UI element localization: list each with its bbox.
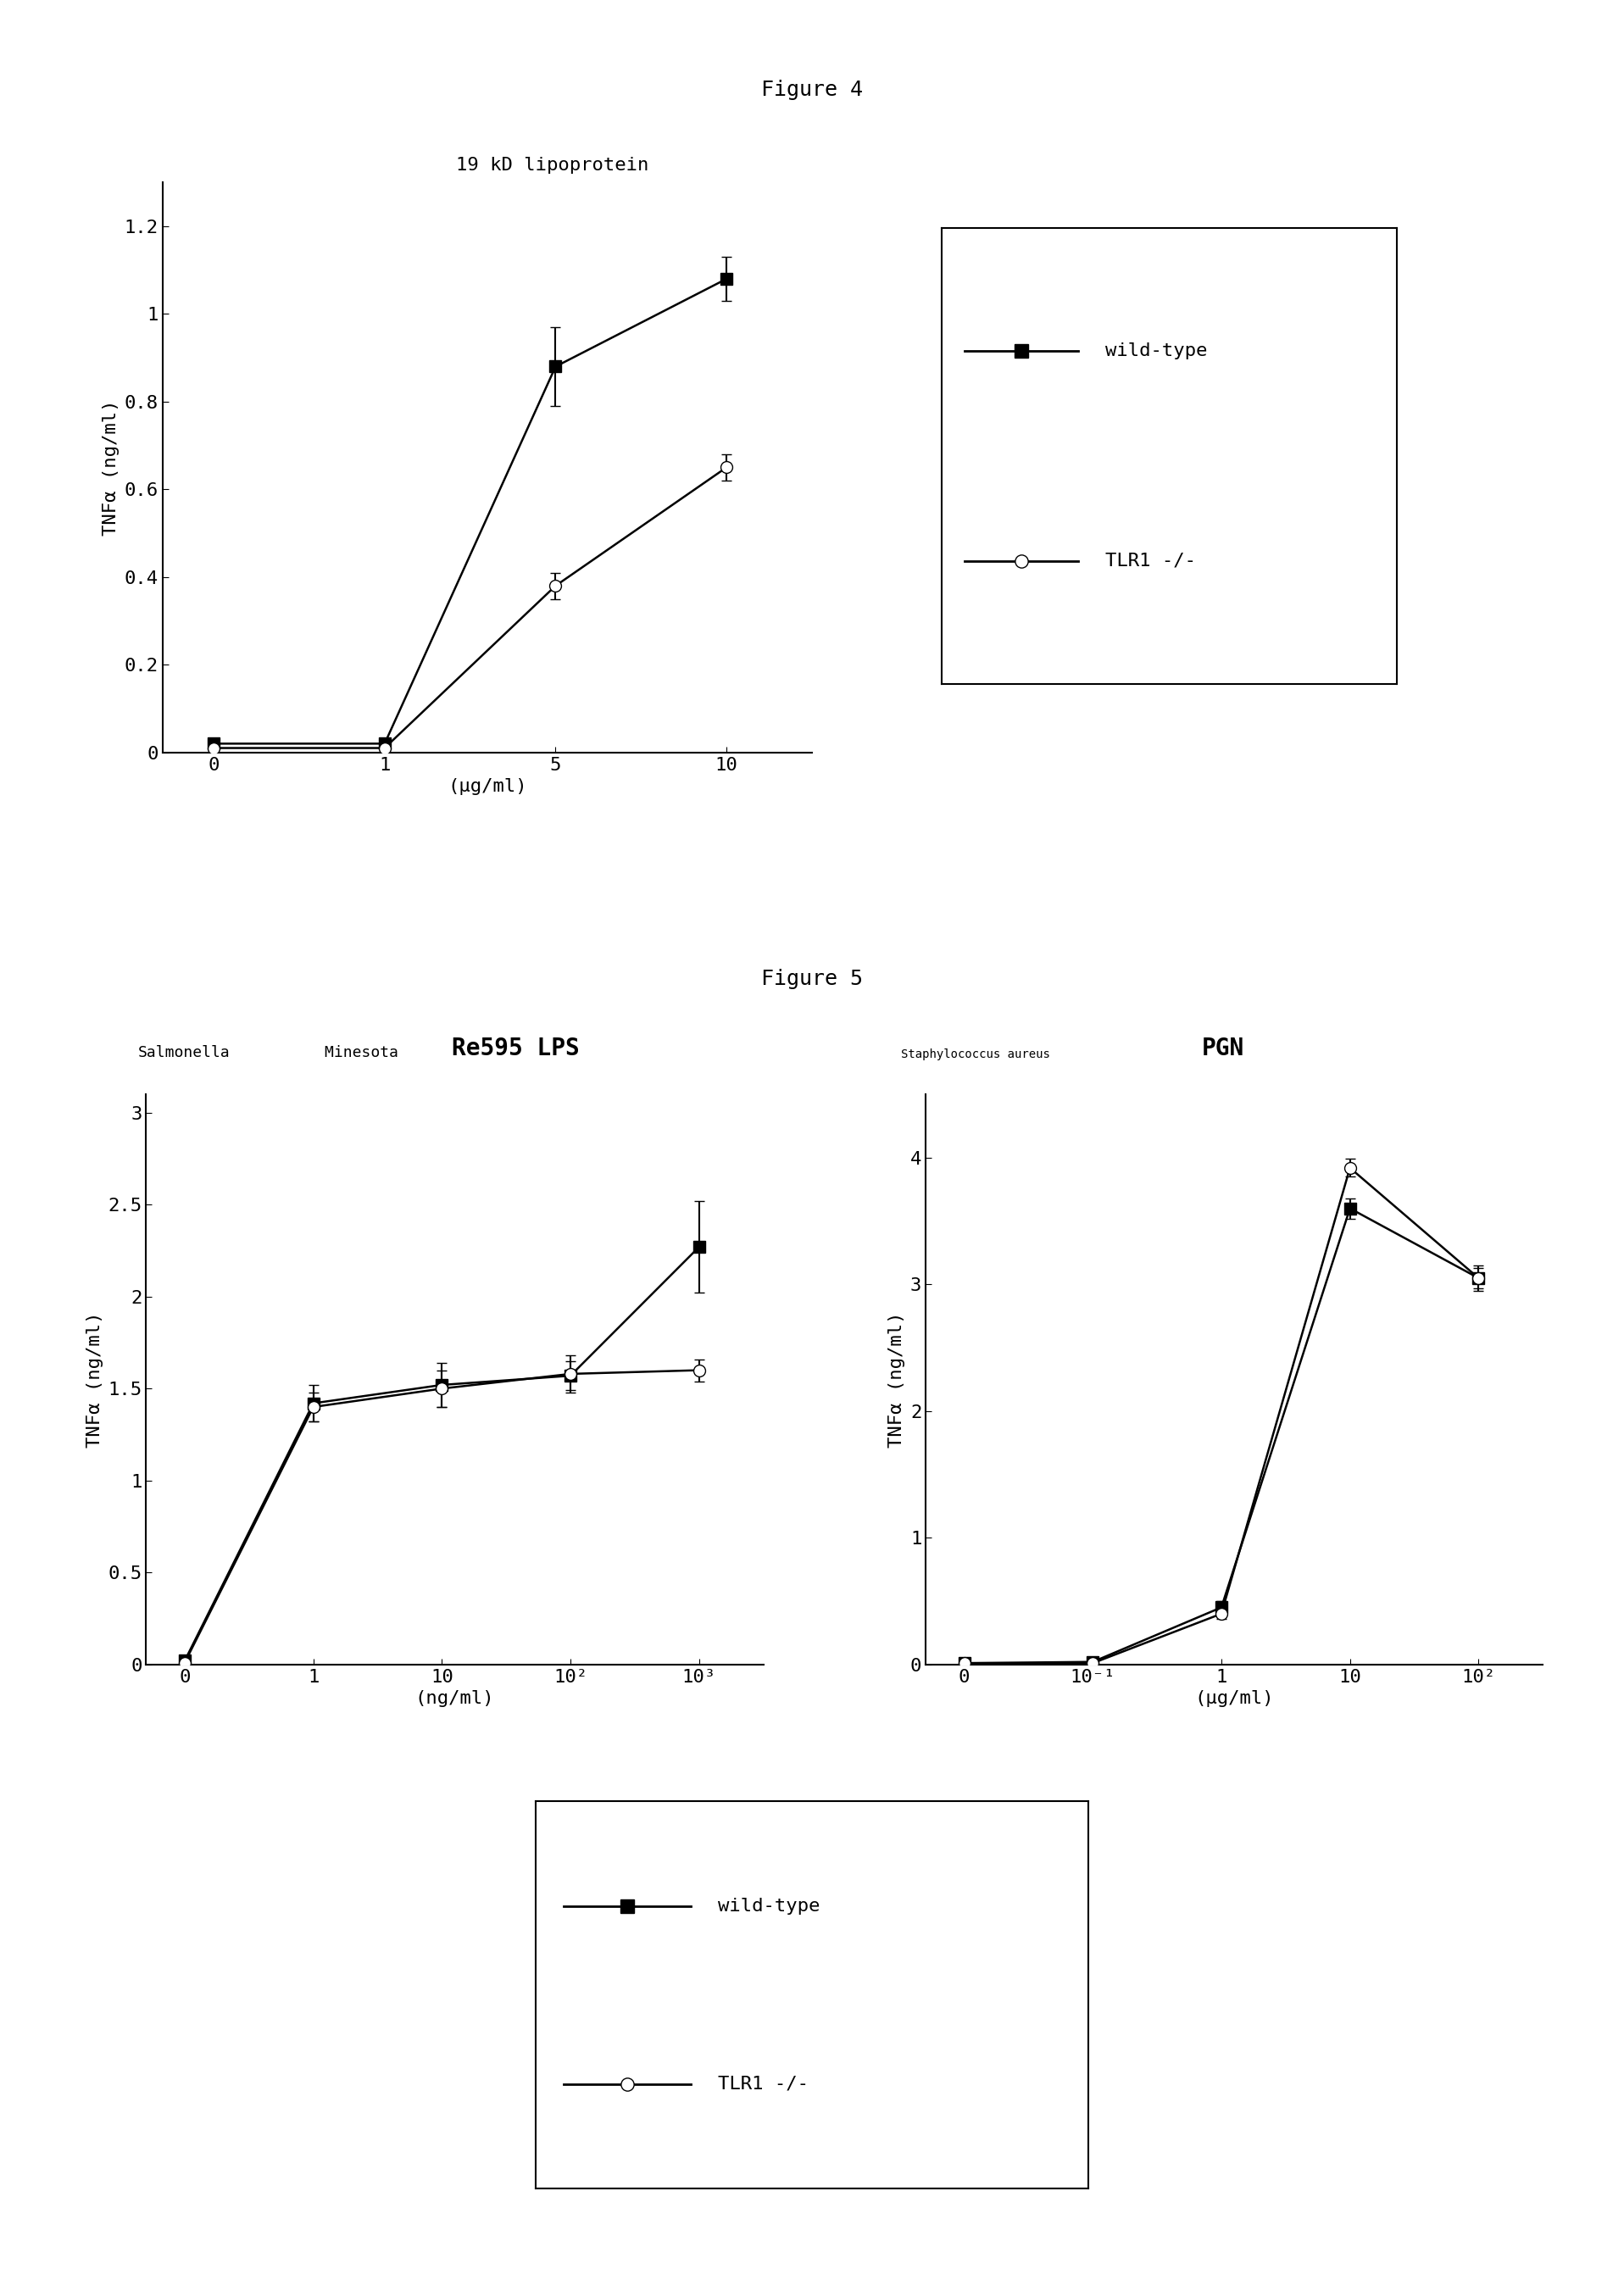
Text: Figure 5: Figure 5 bbox=[762, 969, 862, 990]
Text: Re595 LPS: Re595 LPS bbox=[451, 1037, 580, 1060]
Text: wild-type: wild-type bbox=[1106, 342, 1208, 360]
Text: Minesota: Minesota bbox=[325, 1044, 408, 1060]
Y-axis label: TNFα (ng/ml): TNFα (ng/ml) bbox=[86, 1311, 104, 1448]
X-axis label: (ng/ml): (ng/ml) bbox=[416, 1689, 494, 1708]
X-axis label: (μg/ml): (μg/ml) bbox=[1195, 1689, 1273, 1708]
X-axis label: (μg/ml): (μg/ml) bbox=[448, 777, 526, 796]
Text: PGN: PGN bbox=[1202, 1037, 1244, 1060]
Text: Salmonella: Salmonella bbox=[138, 1044, 231, 1060]
Text: Staphylococcus aureus: Staphylococcus aureus bbox=[901, 1049, 1051, 1060]
Text: Figure 4: Figure 4 bbox=[762, 80, 862, 100]
Y-axis label: TNFα (ng/ml): TNFα (ng/ml) bbox=[888, 1311, 906, 1448]
Y-axis label: TNFα (ng/ml): TNFα (ng/ml) bbox=[102, 399, 120, 536]
Title: 19 kD lipoprotein: 19 kD lipoprotein bbox=[456, 157, 648, 173]
Text: TLR1 -/-: TLR1 -/- bbox=[718, 2075, 809, 2093]
Text: wild-type: wild-type bbox=[718, 1897, 820, 1915]
Text: TLR1 -/-: TLR1 -/- bbox=[1106, 552, 1197, 570]
